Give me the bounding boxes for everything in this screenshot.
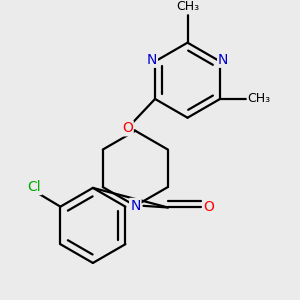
Text: O: O bbox=[122, 121, 133, 135]
Text: N: N bbox=[130, 199, 140, 213]
Text: O: O bbox=[203, 200, 214, 214]
Text: N: N bbox=[147, 53, 157, 67]
Text: CH₃: CH₃ bbox=[176, 0, 199, 13]
Text: N: N bbox=[218, 53, 229, 67]
Text: CH₃: CH₃ bbox=[248, 92, 271, 106]
Text: Cl: Cl bbox=[28, 180, 41, 194]
